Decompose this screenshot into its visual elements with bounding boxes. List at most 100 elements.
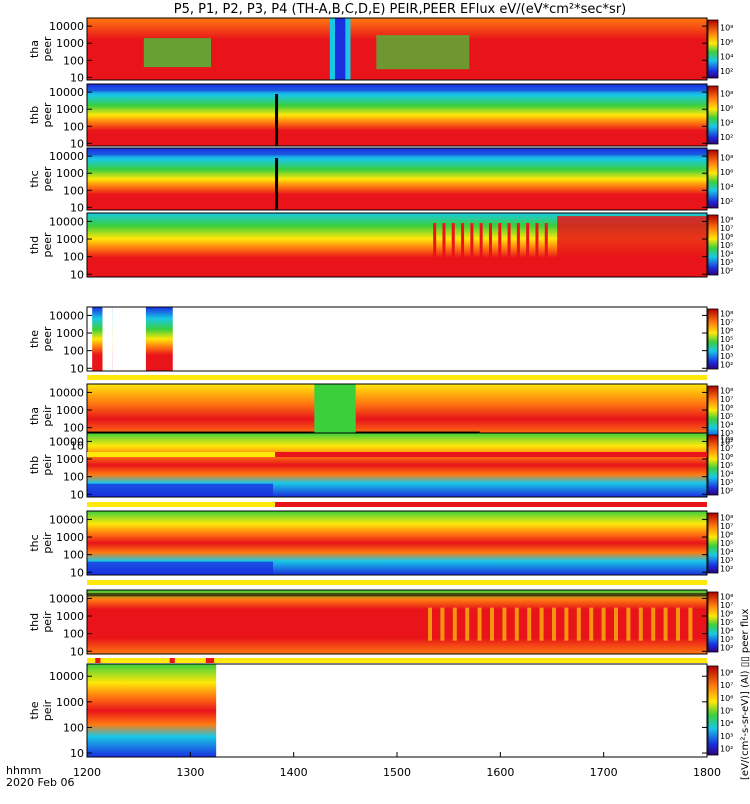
burst-stripe	[638, 607, 643, 641]
y-tick-label: 10	[70, 488, 84, 501]
colorbar-units-label: [eV/(cm²-s-sr-eV)] (Al) ▯▯ peer flux	[740, 609, 750, 780]
panel-probe-label: thd	[28, 236, 41, 254]
y-tick-label: 10000	[49, 309, 84, 322]
spectrogram-fill	[87, 664, 217, 757]
burst-stripe	[440, 607, 445, 641]
panel-probe-label: the	[28, 701, 41, 719]
colorbar-tick-label: 10⁸	[720, 153, 733, 162]
chart-title: P5, P1, P2, P3, P4 (TH-A,B,C,D,E) PEIR,P…	[174, 2, 627, 17]
panel-thc-peer: 10 100 1000 10000 thc peer 10⁸ 10⁶ 10⁴ 10²	[28, 147, 733, 214]
y-tick-label: 10	[70, 566, 84, 579]
colorbar-tick-label: 10⁷	[720, 395, 733, 404]
colorbar-tick-label: 10⁴	[720, 627, 733, 636]
y-tick-label: 1000	[56, 103, 84, 116]
panel-thd-peir: 10 100 1000 10000 thd peir 10⁸10⁷10⁶10⁵10⁴10³1…	[28, 589, 733, 658]
y-tick-label: 10	[70, 362, 84, 375]
y-tick-label: 10000	[49, 592, 84, 605]
y-tick-label: 100	[63, 471, 84, 484]
colorbar-tick-label: 10⁷	[720, 444, 733, 453]
y-tick-label: 10000	[49, 150, 84, 163]
burst-stripe	[589, 607, 594, 641]
colorbar-tick-label: 10⁸	[720, 668, 733, 677]
colorbar-tick-label: 10⁴	[720, 470, 733, 479]
colorbar-tick-label: 10⁵	[720, 412, 733, 421]
burst-stripe	[601, 607, 606, 641]
colorbar-tick-label: 10⁴	[720, 344, 733, 353]
x-axis-label-date: 2020 Feb 06	[6, 776, 74, 789]
burst-stripe	[452, 607, 457, 641]
colorbar	[707, 434, 719, 496]
colorbar-tick-label: 10⁴	[720, 250, 733, 259]
burst-stripe	[688, 607, 693, 641]
y-tick-label: 1000	[56, 531, 84, 544]
y-tick-label: 100	[63, 120, 84, 133]
colorbar	[707, 149, 719, 209]
x-tick-label: 1800	[693, 766, 721, 779]
panel-species-label: peer	[41, 166, 54, 192]
panel-species-label: peir	[41, 405, 54, 427]
panel-species-label: peir	[41, 454, 54, 476]
panel-frame	[86, 510, 708, 576]
burst-stripe	[535, 223, 539, 269]
y-tick-label: 10	[70, 268, 84, 281]
panel-species-label: peir	[41, 699, 54, 721]
x-tick-label: 1400	[280, 766, 308, 779]
panel-species-label: peer	[41, 102, 54, 128]
burst-stripe	[526, 223, 530, 269]
panel-probe-label: thd	[28, 613, 41, 631]
burst-stripe	[442, 223, 446, 269]
panel-species-label: peer	[41, 326, 54, 352]
mode-status-bar	[87, 502, 707, 507]
panel-thb-peer: 10 100 1000 10000 thb peer 10⁸ 10⁶ 10⁴ 10²	[28, 83, 733, 150]
top-no-count	[87, 593, 707, 597]
colorbar-tick-label: 10⁵	[720, 461, 733, 470]
mode-status-bar	[87, 658, 707, 663]
y-tick-label: 10	[70, 747, 84, 760]
y-tick-label: 10000	[49, 86, 84, 99]
y-tick-label: 10000	[49, 20, 84, 33]
burst-stripe	[544, 223, 548, 269]
mode-status-bar	[87, 452, 707, 457]
y-tick-label: 100	[63, 184, 84, 197]
colorbar-tick-label: 10⁴	[720, 118, 733, 127]
panel-probe-label: the	[28, 330, 41, 348]
y-tick-label: 10	[70, 137, 84, 150]
burst-stripe	[477, 607, 482, 641]
burst-stripe	[502, 607, 507, 641]
panel-frame	[86, 212, 708, 278]
colorbar-tick-label: 10⁶	[720, 609, 733, 618]
colorbar-tick-label: 10⁸	[720, 309, 733, 318]
green-patch	[143, 38, 211, 68]
burst-stripe	[527, 607, 532, 641]
colorbar-tick-label: 10⁸	[720, 513, 733, 522]
colorbar	[707, 308, 719, 370]
colorbar-tick-label: 10⁶	[720, 168, 733, 177]
low-flux-core	[335, 18, 346, 80]
burst-stripe	[576, 607, 581, 641]
colorbar-tick-label: 10³	[720, 429, 733, 438]
colorbar	[707, 512, 719, 574]
x-axis: 1200 1300 1400 1500 1600 1700 1800	[73, 752, 721, 779]
spectrogram-fill	[87, 84, 707, 146]
colorbar-tick-label: 10⁶	[720, 38, 733, 47]
high-flux-region	[557, 216, 707, 276]
burst-stripe	[564, 607, 569, 641]
panel-probe-label: thb	[28, 106, 41, 124]
panel-thd-peer: 10 100 1000 10000 thd peer 10⁸10⁷10⁶10⁵10⁴10³1…	[28, 212, 733, 281]
panel-thc-peir: 10 100 1000 10000 thc peir 10⁸10⁷10⁶10⁵10⁴10³1…	[28, 510, 733, 579]
colorbar-tick-label: 10⁵	[720, 335, 733, 344]
burst-stripe	[465, 607, 470, 641]
y-tick-label: 100	[63, 54, 84, 67]
y-tick-label: 1000	[56, 453, 84, 466]
burst-stripe	[663, 607, 668, 641]
y-tick-label: 100	[63, 628, 84, 641]
panel-probe-label: tha	[28, 40, 41, 58]
colorbar-tick-label: 10⁸	[720, 386, 733, 395]
y-tick-label: 10	[70, 201, 84, 214]
mode-status-bar	[87, 580, 707, 585]
colorbar-tick-label: 10⁶	[720, 104, 733, 113]
y-tick-label: 1000	[56, 404, 84, 417]
colorbar-tick-label: 10⁶	[720, 452, 733, 461]
